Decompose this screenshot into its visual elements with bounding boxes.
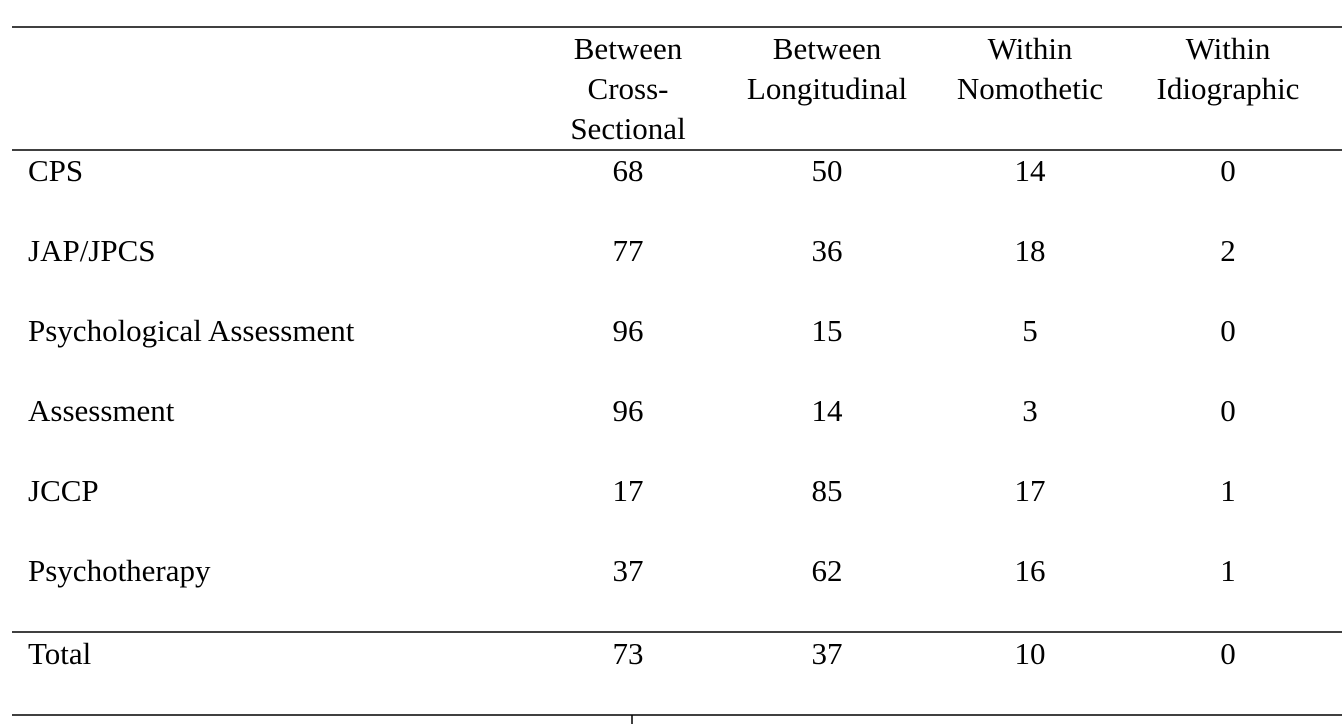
header-line: Between: [772, 31, 882, 66]
row-value: 17: [612, 473, 644, 508]
column-header: Between Cross- Sectional: [570, 29, 685, 149]
header-line: Sectional: [570, 111, 686, 146]
row-label: JCCP: [28, 473, 99, 508]
total-value: 10: [1014, 636, 1046, 671]
row-value: 0: [1220, 153, 1236, 188]
column-header: Within Nomothetic: [957, 29, 1103, 109]
row-value: 62: [811, 553, 843, 588]
row-label: JAP/JPCS: [28, 233, 156, 268]
row-value: 18: [1014, 233, 1046, 268]
header-line: Cross-: [587, 71, 669, 106]
row-value: 0: [1220, 393, 1236, 428]
row-value: 16: [1014, 553, 1046, 588]
row-value: 1: [1220, 553, 1236, 588]
total-label: Total: [28, 636, 92, 671]
total-value: 37: [811, 636, 843, 671]
total-value: 0: [1220, 636, 1236, 671]
row-value: 37: [612, 553, 644, 588]
row-label: Psychotherapy: [28, 553, 211, 588]
row-value: 96: [612, 313, 644, 348]
row-value: 5: [1022, 313, 1038, 348]
header-line: Nomothetic: [956, 71, 1104, 106]
row-value: 68: [612, 153, 644, 188]
row-value: 14: [811, 393, 843, 428]
row-label: CPS: [28, 153, 84, 188]
total-value: 73: [612, 636, 644, 671]
row-value: 3: [1022, 393, 1038, 428]
row-value: 50: [811, 153, 843, 188]
row-value: 77: [612, 233, 644, 268]
header-line: Within: [1185, 31, 1271, 66]
row-value: 14: [1014, 153, 1046, 188]
row-value: 17: [1014, 473, 1046, 508]
column-header: Within Idiographic: [1157, 29, 1300, 109]
column-header: Between Longitudinal: [747, 29, 907, 109]
row-value: 96: [612, 393, 644, 428]
row-value: 36: [811, 233, 843, 268]
row-label: Psychological Assessment: [28, 313, 355, 348]
header-line: Between: [573, 31, 683, 66]
header-line: Within: [987, 31, 1073, 66]
row-value: 15: [811, 313, 843, 348]
row-value: 2: [1220, 233, 1236, 268]
header-line: Idiographic: [1156, 71, 1300, 106]
row-label: Assessment: [28, 393, 175, 428]
row-value: 85: [811, 473, 843, 508]
row-value: 1: [1220, 473, 1236, 508]
header-line: Longitudinal: [746, 71, 908, 106]
row-value: 0: [1220, 313, 1236, 348]
